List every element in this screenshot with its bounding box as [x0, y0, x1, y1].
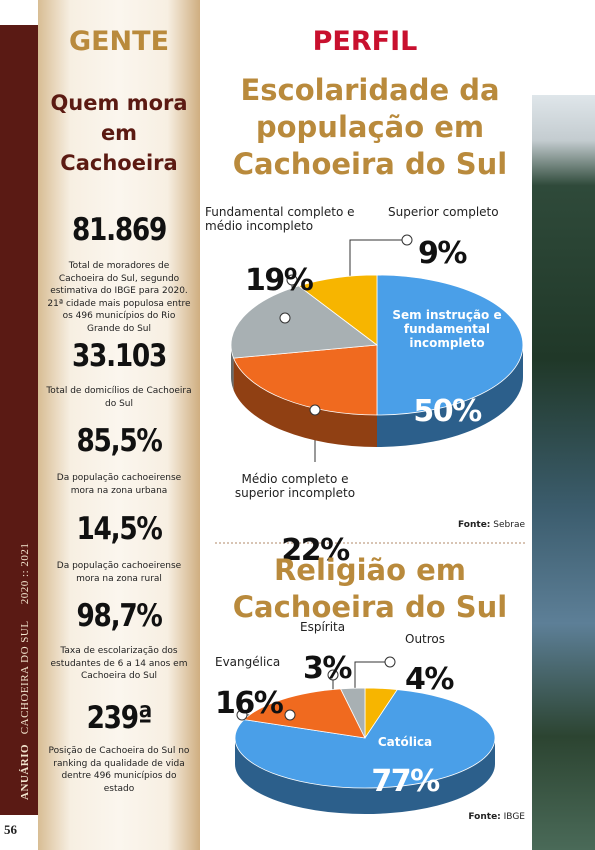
left-heading: GENTE — [68, 26, 170, 57]
stat-text: Total de domicílios de Cachoeira do Sul — [46, 386, 192, 409]
category-label: Médio completo e superior incompleto — [234, 472, 356, 500]
chart-title: Religião em Cachoeira do Sul — [232, 553, 508, 624]
leader-dot — [384, 656, 396, 668]
right-heading: PERFIL — [312, 26, 418, 57]
pie-slice — [233, 344, 378, 416]
pie-slice — [340, 687, 366, 739]
leader-dot — [236, 709, 248, 721]
page-number: 56 — [4, 822, 17, 837]
leader-dot — [401, 234, 413, 246]
leader-dot — [279, 312, 291, 324]
category-label: Evangélica — [215, 655, 281, 669]
sidebar — [0, 25, 38, 815]
stat-text: Taxa de escolarização dos estudantes de … — [50, 646, 188, 681]
source: Fonte: IBGE — [380, 812, 525, 822]
pie-side — [231, 345, 234, 391]
source-name: Sebrae — [493, 520, 525, 530]
source-label: Fonte: — [468, 812, 501, 822]
pie-slice — [230, 285, 379, 359]
stat-value: 239ª — [86, 700, 153, 736]
category-label: Fundamental completo e médio incompleto — [205, 205, 355, 233]
leader-dot — [286, 274, 298, 286]
left-subtitle: Quem mora em Cachoeira — [50, 91, 188, 175]
value-label: 19% — [245, 263, 314, 298]
category-label: Outros — [405, 632, 446, 646]
stat-text: Total de moradores de Cachoeira do Sul, … — [47, 261, 191, 334]
stat-text: Posição de Cachoeira do Sul no ranking d… — [48, 746, 190, 794]
stat-value: 85,5% — [76, 423, 162, 459]
stat-text: Da população cachoeirense mora na zona r… — [56, 561, 182, 584]
pie-slice — [297, 274, 378, 346]
pie-side — [377, 345, 523, 447]
value-label: 4% — [405, 662, 454, 697]
leader-dot — [327, 669, 339, 681]
pie-side — [235, 738, 495, 814]
source-label: Fonte: — [458, 520, 491, 530]
category-label: Espírita — [300, 620, 346, 634]
source: Fonte: Sebrae — [380, 520, 525, 530]
pie — [230, 274, 524, 447]
value-label: 22% — [281, 533, 350, 568]
photo-strip — [532, 95, 595, 850]
left-column — [38, 0, 200, 850]
chart-title: Escolaridade da população em Cachoeira d… — [232, 73, 508, 181]
category-label: Católica — [377, 735, 433, 749]
leader-dot — [309, 404, 321, 416]
pie-slice — [234, 689, 496, 789]
stat-value: 14,5% — [76, 511, 162, 547]
pie-side — [233, 358, 377, 447]
category-label: Sem instrução e fundamental incompleto — [392, 308, 502, 350]
stat-value: 81.869 — [71, 212, 167, 248]
category-label: Superior completo — [388, 205, 499, 219]
leader-dot — [284, 709, 296, 721]
leader — [354, 661, 390, 692]
stat-text: Da população cachoeirense mora na zona u… — [56, 473, 182, 496]
pie-slice — [243, 688, 366, 739]
value-label: 16% — [215, 686, 284, 721]
value-label: 9% — [418, 236, 467, 271]
source-name: IBGE — [503, 812, 525, 822]
value-label: 3% — [303, 651, 352, 686]
stat-value: 33.103 — [71, 338, 167, 374]
value-label: 50% — [413, 394, 482, 429]
stat-value: 98,7% — [76, 598, 162, 634]
pie — [234, 687, 496, 814]
pie-slice — [376, 274, 524, 416]
value-label: 77% — [371, 764, 440, 799]
